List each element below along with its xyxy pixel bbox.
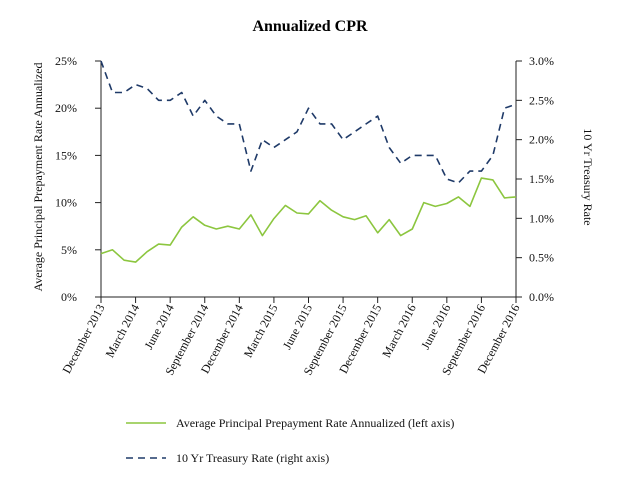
left-tick-label: 25%: [55, 54, 77, 68]
series-layer: [100, 60, 517, 263]
x-tick-label: June 2015: [280, 302, 315, 352]
legend: Average Principal Prepayment Rate Annual…: [126, 416, 454, 465]
legend-label-cpr: Average Principal Prepayment Rate Annual…: [176, 416, 454, 430]
treasury-rate-line: [100, 60, 517, 184]
left-tick-label: 5%: [61, 243, 77, 257]
left-axis-ticks: 0% 5% 10% 15% 20% 25%: [55, 54, 101, 304]
right-tick-label: 0.0%: [529, 290, 554, 304]
x-tick-label: March 2014: [102, 302, 142, 360]
right-axis-title: 10 Yr Treasury Rate: [581, 128, 595, 225]
right-tick-label: 2.5%: [529, 93, 554, 107]
x-tick-label: June 2016: [418, 302, 453, 352]
x-tick-label: March 2016: [379, 302, 419, 360]
chart-title: Annualized CPR: [252, 18, 368, 35]
right-tick-label: 2.0%: [529, 133, 554, 147]
right-tick-label: 1.0%: [529, 211, 554, 225]
right-tick-label: 0.5%: [529, 251, 554, 265]
axes: [100, 61, 517, 298]
left-tick-label: 0%: [61, 290, 77, 304]
right-tick-label: 3.0%: [529, 54, 554, 68]
legend-label-treasury: 10 Yr Treasury Rate (right axis): [176, 451, 329, 465]
x-tick-label: June 2014: [141, 302, 176, 352]
cpr-line: [100, 177, 517, 263]
right-axis-ticks: 0.0% 0.5% 1.0% 1.5% 2.0% 2.5% 3.0%: [516, 54, 554, 304]
left-axis-title: Average Principal Prepayment Rate Annual…: [31, 62, 45, 291]
left-tick-label: 20%: [55, 101, 77, 115]
x-tick-label: March 2015: [241, 302, 281, 360]
x-tick-label: December 2013: [59, 302, 107, 376]
left-tick-label: 10%: [55, 196, 77, 210]
right-tick-label: 1.5%: [529, 172, 554, 186]
left-tick-label: 15%: [55, 148, 77, 162]
